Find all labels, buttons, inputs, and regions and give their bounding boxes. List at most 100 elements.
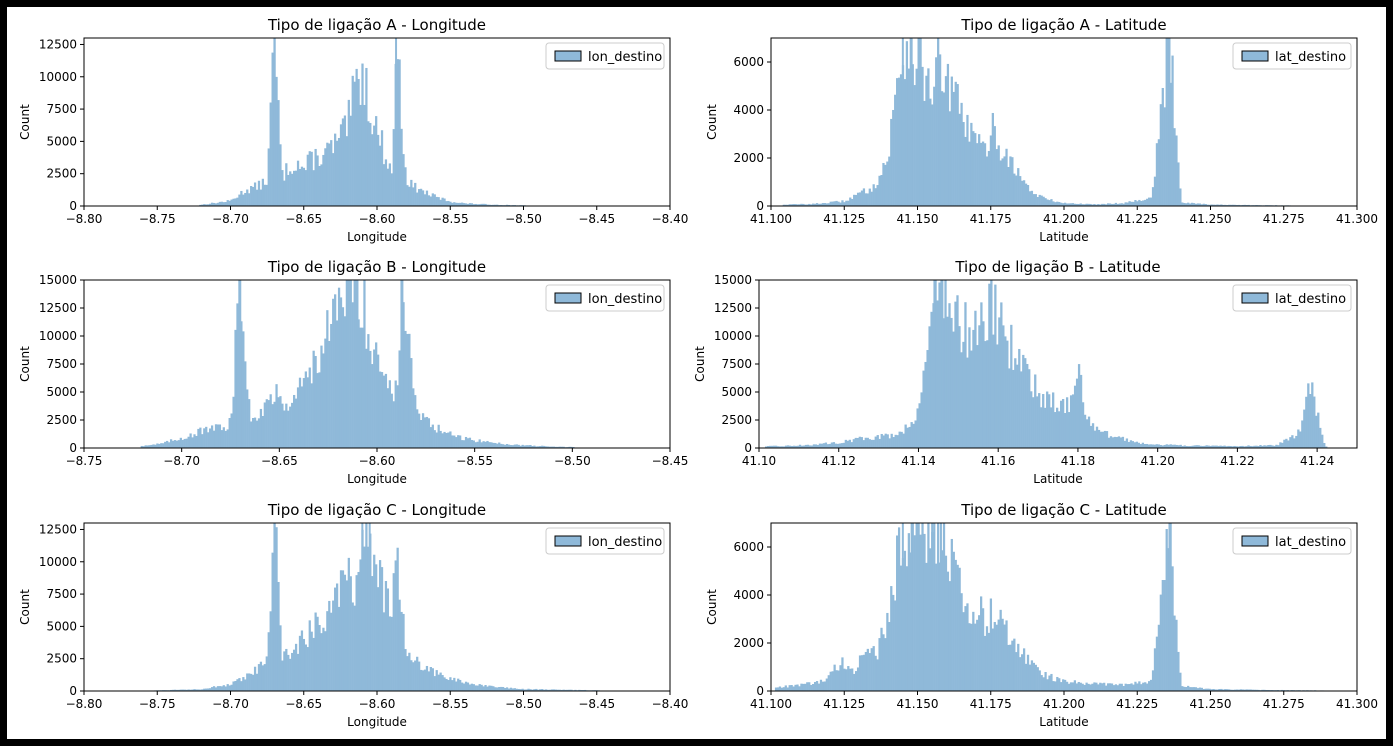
histogram-bar (818, 443, 822, 448)
histogram-bar (832, 442, 836, 448)
histogram-bar (1257, 689, 1260, 691)
histogram-bar (410, 358, 413, 448)
histogram-spike (910, 38, 913, 206)
histogram-bar (938, 54, 942, 206)
histogram-bar (349, 280, 352, 448)
histogram-bar (453, 435, 456, 448)
histogram-bar (810, 204, 813, 206)
histogram-bar (1202, 688, 1205, 691)
histogram-bar (267, 632, 270, 691)
histogram-bar (357, 79, 360, 206)
histogram-bar (414, 182, 417, 206)
histogram-bar (1044, 198, 1047, 206)
histogram-bar (378, 371, 382, 448)
histogram-bar (386, 388, 390, 448)
histogram-bar (209, 688, 212, 691)
histogram-bar (1199, 445, 1202, 448)
histogram-bar (808, 682, 811, 691)
histogram-bar (860, 655, 864, 691)
histogram-bar (835, 200, 838, 206)
histogram-bar (355, 575, 358, 691)
histogram-bar (954, 301, 957, 448)
histogram-bar (455, 681, 458, 691)
histogram-bar (1093, 204, 1096, 206)
histogram-bar (776, 446, 780, 448)
histogram-bar (1228, 204, 1231, 206)
histogram-bar (839, 665, 842, 691)
histogram-bar (986, 340, 989, 448)
histogram-bar (1000, 302, 1003, 448)
histogram-bar (1289, 437, 1292, 448)
histogram-bar (1222, 689, 1225, 691)
histogram-bar (265, 399, 268, 448)
histogram-bar (810, 445, 814, 448)
histogram-bar (926, 350, 929, 448)
histogram-bar (513, 444, 516, 448)
histogram-bar (541, 445, 544, 448)
histogram-bar (1209, 445, 1212, 448)
histogram-bar (989, 598, 993, 691)
histogram-bar (244, 192, 247, 206)
histogram-bar (267, 148, 270, 206)
histogram-bar (220, 201, 223, 206)
histogram-bar (906, 427, 909, 448)
histogram-bar (1149, 444, 1152, 448)
histogram-bar (1054, 202, 1057, 206)
histogram-bar (433, 194, 436, 206)
histogram-bar (1056, 201, 1059, 206)
histogram-bar (917, 38, 920, 206)
histogram-bar (502, 686, 505, 691)
histogram-bar (1106, 683, 1110, 691)
histogram-bar (220, 686, 223, 691)
histogram-bar (205, 204, 208, 206)
histogram-bar (1200, 687, 1203, 691)
histogram-bar (464, 203, 468, 206)
histogram-bar (529, 445, 532, 448)
histogram-bar (359, 559, 362, 691)
histogram-bar (1081, 402, 1085, 448)
histogram-bar (994, 284, 997, 448)
histogram-bar (209, 428, 212, 448)
histogram-bar (1038, 393, 1041, 448)
histogram-bar (929, 548, 932, 691)
histogram-bar (1125, 438, 1129, 448)
histogram-bar (917, 523, 920, 691)
legend: lon_destino (545, 42, 665, 70)
legend-box (545, 527, 665, 555)
histogram-bar (1251, 689, 1254, 691)
histogram-bar (173, 440, 177, 448)
histogram-bar (1101, 203, 1104, 206)
histogram-bar (1233, 689, 1237, 691)
histogram-bar (1146, 683, 1149, 691)
y-tick-label: 5000 (46, 385, 77, 399)
y-tick-label: 2500 (46, 413, 77, 427)
histogram-bar (841, 657, 844, 691)
histogram-bar (788, 445, 792, 448)
histogram-bar (1048, 200, 1051, 206)
histogram-bar (232, 396, 235, 448)
histogram-bar (800, 683, 803, 691)
histogram-bar (856, 437, 859, 448)
histogram-bar (870, 439, 873, 448)
histogram-bar (419, 419, 423, 448)
y-tick-label: 7500 (46, 102, 77, 116)
histogram-bar (827, 675, 830, 691)
histogram-bar (1042, 677, 1045, 691)
histogram-bar (388, 163, 391, 206)
histogram-bar (1001, 158, 1004, 206)
histogram-bar (210, 687, 214, 691)
histogram-bar (1141, 442, 1145, 448)
histogram-bar (472, 204, 475, 206)
histogram-bar (435, 670, 438, 691)
histogram-bar (1171, 55, 1174, 206)
histogram-bar (956, 84, 959, 206)
x-tick-label: 41.275 (1263, 697, 1305, 711)
histogram-bar (470, 439, 474, 448)
histogram-bar (1046, 391, 1049, 448)
histogram-bar (1024, 183, 1028, 206)
histogram-bar (968, 623, 971, 691)
legend-swatch (1241, 535, 1269, 547)
histogram-bar (1122, 203, 1125, 206)
histogram-bar (283, 651, 286, 691)
histogram-bar (519, 689, 522, 691)
